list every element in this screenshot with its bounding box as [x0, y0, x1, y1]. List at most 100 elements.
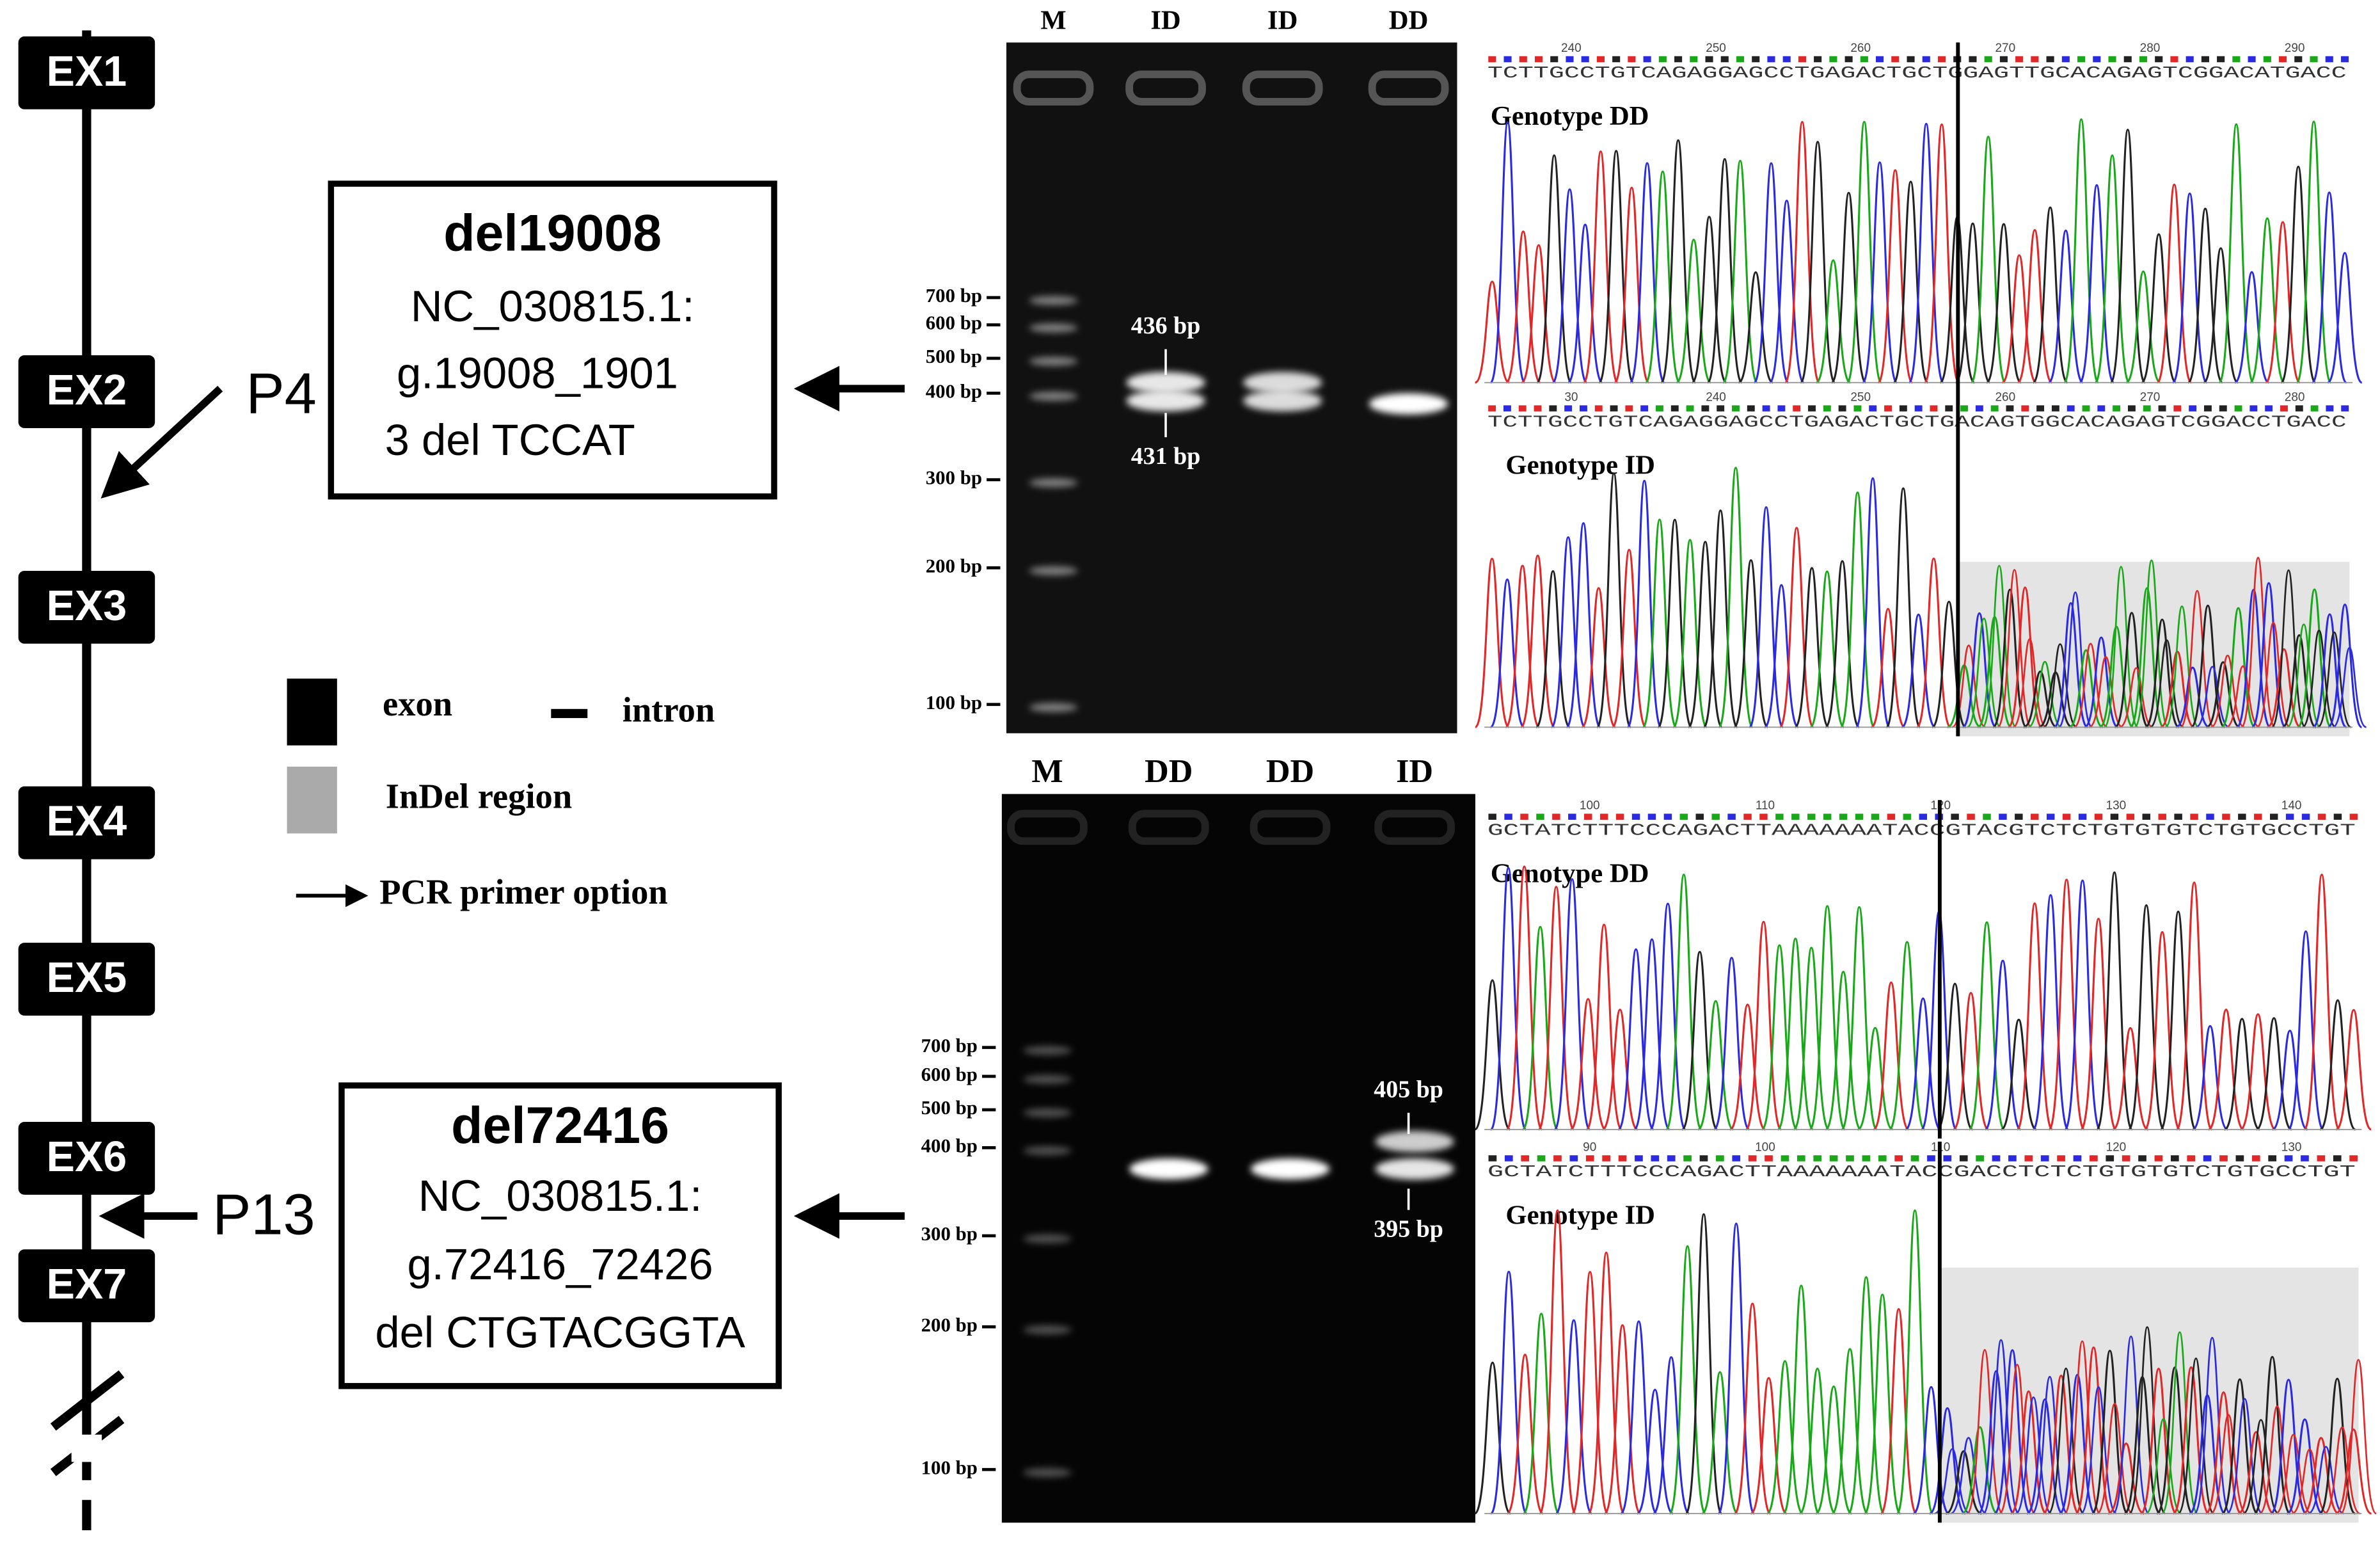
ladder-band [1029, 566, 1078, 576]
base-square [2077, 56, 2086, 63]
base-square [1488, 813, 1496, 820]
base-square [1599, 813, 1608, 820]
base-square [1579, 405, 1587, 411]
trace-peak [2129, 587, 2165, 728]
indel-line: g.72416_72426 [407, 1240, 713, 1289]
base-square [2263, 56, 2271, 63]
gel-well [1125, 70, 1206, 106]
base-square [2051, 405, 2059, 411]
base-square [1798, 56, 1806, 63]
trace-peak [1611, 548, 1647, 728]
base-square [1797, 1155, 1805, 1162]
trace-peak [2063, 118, 2100, 384]
base-square [1618, 1155, 1627, 1162]
trace-peak [2107, 1442, 2145, 1515]
trace-peak [2161, 1331, 2199, 1515]
base-square [1720, 56, 1729, 63]
exon [18, 570, 155, 644]
trace-peak [1713, 957, 1750, 1131]
ladder-label: 200 bp [921, 1314, 978, 1336]
base-square [1504, 813, 1512, 820]
trace-peak [2253, 1355, 2292, 1515]
trace-peak [2271, 1029, 2308, 1131]
gel-band [1368, 393, 1448, 415]
trace-peak [1733, 559, 1769, 728]
trace-peak [2296, 120, 2332, 384]
base-square [2154, 1155, 2163, 1162]
base-square [2008, 1155, 2017, 1162]
trace-peak [2043, 643, 2077, 728]
base-square [2219, 1155, 2228, 1162]
base-square [2031, 813, 2039, 820]
trace-peak [2193, 1337, 2231, 1515]
trace-peak [2319, 999, 2356, 1131]
base-square [1922, 56, 1930, 63]
base-square [1767, 56, 1775, 63]
trace-peak [1966, 1348, 2004, 1515]
base-square [2203, 1155, 2212, 1162]
base-square [1992, 1155, 2001, 1162]
base-square [1839, 813, 1848, 820]
ladder-label: 400 bp [926, 380, 982, 402]
trace-peak [2141, 233, 2177, 384]
trace-peak [1672, 539, 1708, 728]
trace-peak [2221, 1378, 2258, 1515]
gel-band [1243, 390, 1322, 411]
legend-intron-swatch [551, 708, 588, 719]
base-square [2061, 56, 2070, 63]
position-label: 30 [1564, 391, 1578, 404]
trace-peak [1642, 518, 1678, 728]
base-square [1663, 813, 1672, 820]
trace-peak [2080, 1386, 2117, 1515]
trace-peak [1702, 509, 1738, 728]
trace-peak [1738, 271, 1773, 384]
base-square [2294, 56, 2303, 63]
base-square [2123, 56, 2132, 63]
base-square [1488, 1155, 1497, 1162]
trace-peak [1535, 570, 1571, 728]
trace-peak [1644, 170, 1681, 384]
base-square [1984, 56, 1992, 63]
ladder-band [1023, 1325, 1072, 1335]
base-square [1667, 1155, 1676, 1162]
base-square [1504, 1155, 1513, 1162]
base-square [1777, 405, 1786, 411]
base-square [2024, 1155, 2033, 1162]
trace-peak [2210, 1414, 2247, 1515]
trace-peak [1815, 1385, 1852, 1515]
gel [1006, 42, 1457, 733]
base-square [1781, 1155, 1789, 1162]
base-square [1695, 813, 1704, 820]
base-square [2333, 1155, 2342, 1162]
trace-peak [1569, 998, 1606, 1131]
base-square [2170, 1155, 2179, 1162]
base-square [1711, 813, 1720, 820]
base-square [1829, 56, 1837, 63]
trace-peak [2255, 1017, 2292, 1131]
base-square [2280, 405, 2288, 411]
trace-peak [1582, 150, 1619, 384]
position-label: 290 [2285, 42, 2305, 55]
base-square [2317, 1155, 2326, 1162]
base-square [2349, 813, 2358, 820]
base-square [1732, 405, 1740, 411]
trace-peak [2164, 605, 2200, 728]
trace-peak [1681, 950, 1718, 1131]
gel-band [1126, 390, 1205, 411]
trace-peak [2241, 557, 2276, 728]
ladder-band [1029, 356, 1078, 366]
trace-peak [2159, 910, 2197, 1131]
base-square [2062, 813, 2071, 820]
base-square [1610, 405, 1618, 411]
base-square [2187, 1155, 2196, 1162]
base-square [1643, 56, 1651, 63]
base-square [1967, 813, 1975, 820]
base-square [2143, 405, 2151, 411]
base-square [1550, 56, 1559, 63]
trace-peak [1892, 180, 1929, 384]
base-square [2046, 56, 2054, 63]
base-square [2219, 405, 2227, 411]
legend-indel-swatch [287, 766, 337, 834]
base-square [2094, 813, 2103, 820]
